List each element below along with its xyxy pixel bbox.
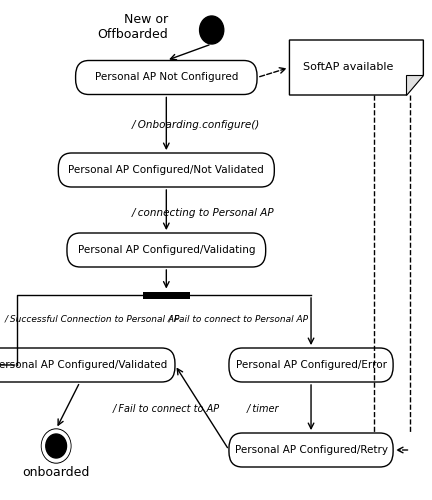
Text: / Successful Connection to Personal AP: / Successful Connection to Personal AP — [4, 314, 180, 323]
Text: Personal AP Configured/Validated: Personal AP Configured/Validated — [0, 360, 167, 370]
Text: Personal AP Configured/Retry: Personal AP Configured/Retry — [235, 445, 388, 455]
Text: / Onboarding.configure(): / Onboarding.configure() — [132, 120, 260, 130]
Text: / Fail to connect to AP: / Fail to connect to AP — [112, 404, 219, 414]
Polygon shape — [406, 75, 423, 95]
Text: / Fail to connect to Personal AP: / Fail to connect to Personal AP — [168, 314, 308, 323]
Text: Personal AP Configured/Error: Personal AP Configured/Error — [235, 360, 387, 370]
Polygon shape — [289, 40, 423, 95]
Text: onboarded: onboarded — [22, 466, 90, 479]
Circle shape — [200, 16, 224, 44]
Bar — [143, 292, 190, 298]
FancyBboxPatch shape — [76, 60, 257, 94]
Text: New or
Offboarded: New or Offboarded — [98, 13, 168, 41]
FancyBboxPatch shape — [229, 348, 393, 382]
Text: Personal AP Not Configured: Personal AP Not Configured — [95, 72, 238, 83]
FancyBboxPatch shape — [58, 153, 274, 187]
Text: / connecting to Personal AP: / connecting to Personal AP — [132, 208, 274, 218]
Text: Personal AP Configured/Not Validated: Personal AP Configured/Not Validated — [68, 165, 264, 175]
Circle shape — [46, 434, 67, 458]
Circle shape — [41, 429, 71, 463]
Text: SoftAP available: SoftAP available — [302, 62, 393, 72]
Circle shape — [42, 430, 70, 462]
Text: / timer: / timer — [246, 404, 279, 414]
Text: Personal AP Configured/Validating: Personal AP Configured/Validating — [78, 245, 255, 255]
FancyBboxPatch shape — [67, 233, 266, 267]
FancyBboxPatch shape — [229, 433, 393, 467]
FancyBboxPatch shape — [0, 348, 175, 382]
